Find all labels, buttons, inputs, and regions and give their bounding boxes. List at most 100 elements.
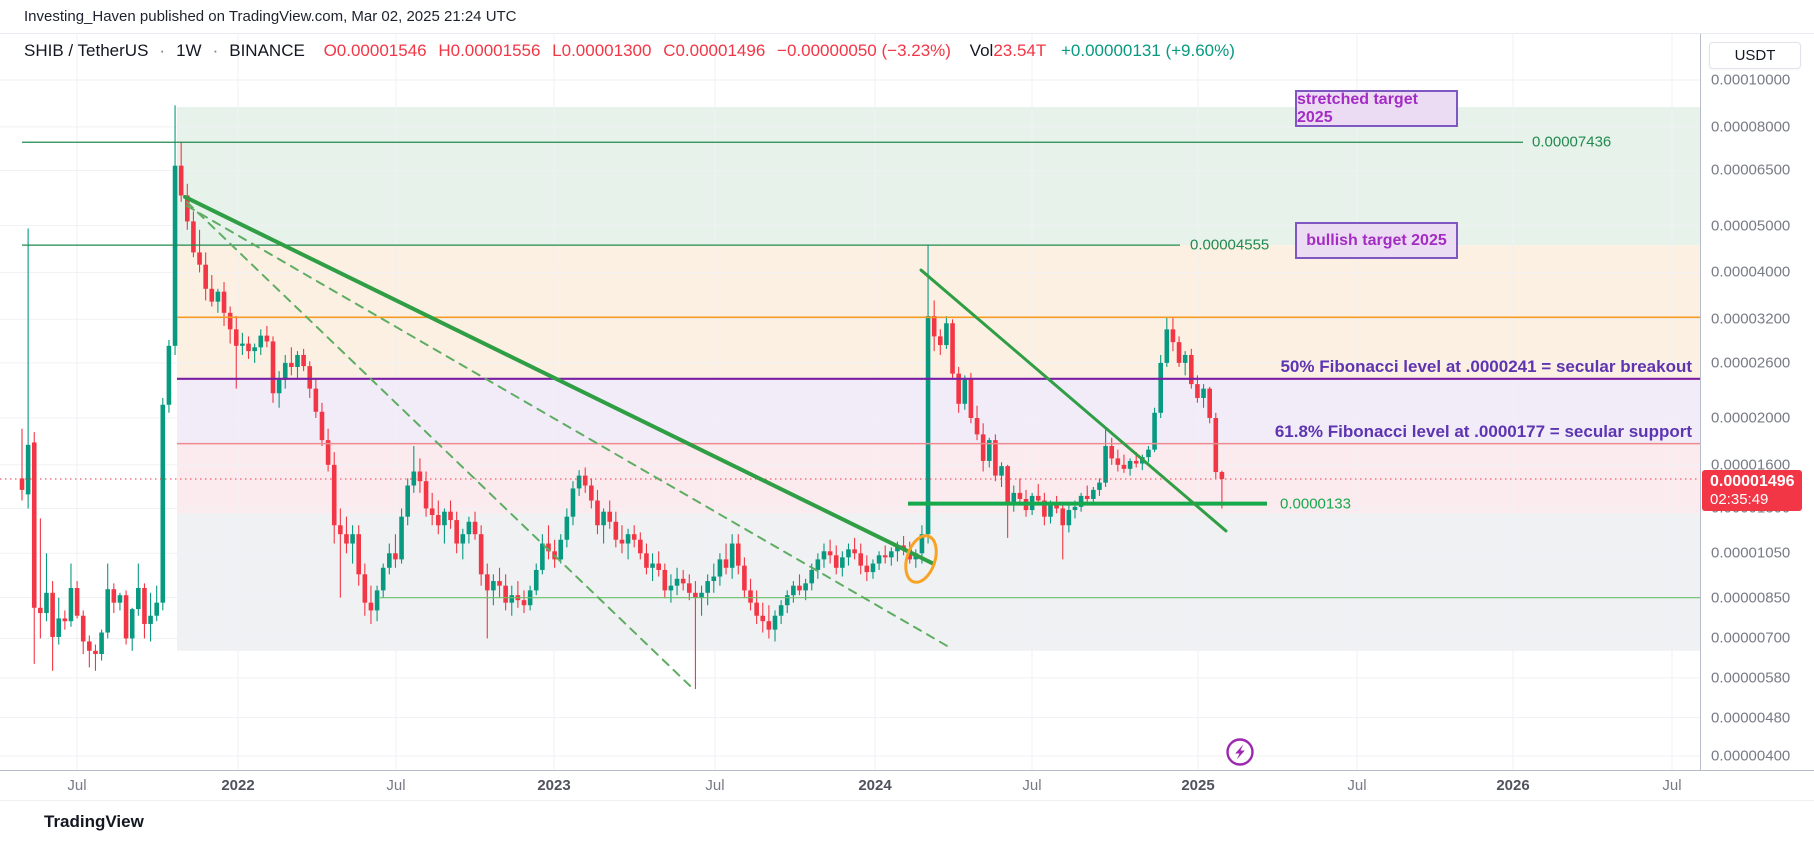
price-tick: 0.00002600 [1711,354,1791,372]
candle [840,551,845,577]
price-axis-pane[interactable] [1700,34,1814,770]
candle [858,543,864,575]
fib-618-note[interactable]: 61.8% Fibonacci level at .0000177 = secu… [1274,422,1692,441]
candle [178,142,184,202]
candle [1201,384,1206,408]
candle [797,574,802,596]
candle [699,585,704,616]
candle [19,428,25,501]
idea-marker-icon[interactable] [1226,738,1254,766]
candle-body [264,335,270,342]
candle-body [191,221,196,253]
time-axis-pane[interactable] [0,770,1814,800]
candle [191,211,196,258]
candle-body [417,471,423,482]
symbol-legend[interactable]: SHIB / TetherUS · 1W · BINANCE O0.00001546 H… [24,41,1242,61]
candle-body [105,589,111,633]
fib-50-note[interactable]: 50% Fibonacci level at .0000241 = secula… [1280,357,1692,376]
current-price: 0.00001496 [1710,473,1795,490]
candle-body [356,534,362,575]
timeframe[interactable]: 1W [176,41,202,60]
candle-body [111,589,117,603]
candle-body [1042,500,1047,517]
price-tick: 0.00000400 [1711,747,1791,765]
candle [564,508,570,548]
dashed-fan-line-1[interactable] [186,204,951,649]
candle-body [1091,489,1096,499]
candle-body [1017,492,1023,499]
candle-body [570,488,576,517]
symbol-name[interactable]: SHIB / TetherUS [24,41,149,60]
candle [950,319,955,378]
secondary-downtrend-line[interactable] [919,268,1228,533]
candle-body [521,600,527,606]
bullish-target-callout[interactable]: bullish target 2025 [1295,222,1458,259]
candle-body [699,592,704,598]
candle [172,105,178,355]
candle [270,336,276,403]
candle-body [595,500,600,526]
candle-body [778,605,784,616]
price-tick: 0.00008000 [1711,118,1791,136]
candle [1158,354,1163,418]
candle-body [1182,354,1188,363]
candle [521,590,527,614]
primary-downtrend-line[interactable] [183,194,935,566]
stretched-target-zone [177,107,1700,246]
candle-body [925,316,931,535]
price-tick: 0.00000700 [1711,629,1791,647]
candle-body [374,590,380,611]
candle-body [693,592,698,598]
candle [491,574,496,606]
candle [38,518,43,639]
candle [338,508,343,598]
candle-body [644,553,649,568]
candle [815,553,821,579]
candle [393,534,398,568]
candle-body [460,534,466,544]
candle [399,508,404,564]
candle [344,516,349,554]
candle-body [387,553,392,568]
candle-body [123,595,129,639]
dashed-fan-line-2[interactable] [186,201,696,692]
stretched-target-callout[interactable]: stretched target 2025 [1295,90,1458,127]
candle-body [938,336,943,346]
candle-body [999,466,1004,476]
candle-body [882,555,888,558]
candle-body [1176,342,1182,363]
candle [576,470,582,496]
candle-body [331,464,337,526]
candle-body [656,563,661,570]
candle [742,557,747,598]
candle-body [1066,510,1072,526]
breakout-ellipse[interactable] [900,532,941,586]
candle [203,252,208,301]
candle [258,329,264,355]
candle-body [1201,388,1206,398]
candle-body [852,549,857,554]
candle [1152,407,1157,453]
candle [136,563,141,616]
candle [784,590,790,614]
currency-chip[interactable]: USDT [1709,42,1801,69]
candle-body [944,323,949,346]
tradingview-brand[interactable]: TradingView [44,812,144,831]
candle-body [766,621,772,630]
candle [31,432,37,664]
candle-body [154,602,159,616]
candle [240,332,245,355]
candle-body [1127,460,1133,469]
candle [442,508,447,544]
candle-body [1170,329,1176,343]
candle-body [705,581,710,593]
candle-body [368,602,374,611]
candle-body [50,592,55,637]
candle [705,574,710,606]
candle [833,545,839,575]
candle [25,228,31,509]
candle-body [1035,495,1041,501]
candle [264,325,270,348]
candle [980,423,986,472]
